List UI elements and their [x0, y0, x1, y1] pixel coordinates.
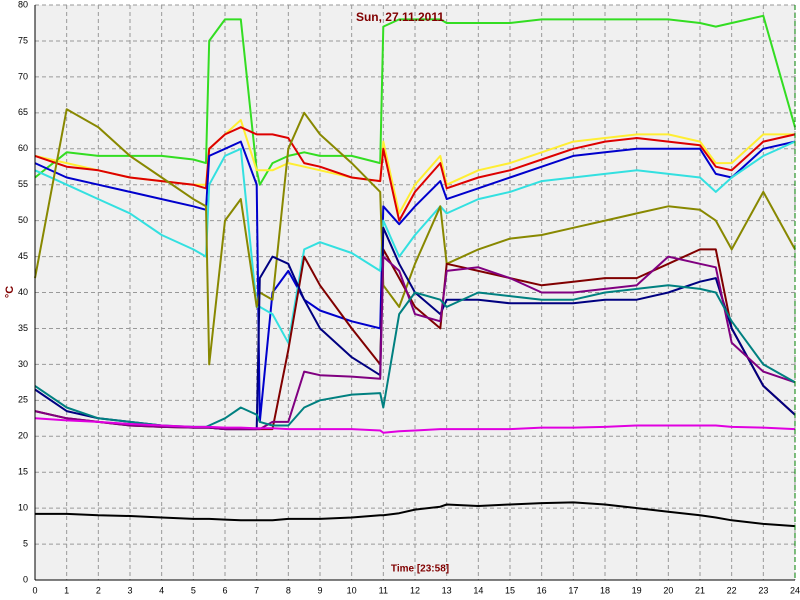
y-tick-label: 5	[23, 538, 28, 548]
chart-title: Sun, 27.11.2011	[356, 10, 444, 24]
x-tick-label: 17	[568, 585, 578, 595]
y-tick-label: 45	[18, 251, 28, 261]
x-tick-label: 10	[347, 585, 357, 595]
y-tick-label: 0	[23, 574, 28, 584]
y-tick-label: 30	[18, 359, 28, 369]
x-tick-label: 16	[537, 585, 547, 595]
grid	[34, 4, 796, 581]
y-tick-label: 75	[18, 35, 28, 45]
x-tick-label: 11	[379, 585, 388, 595]
x-tick-label: 24	[790, 585, 800, 595]
x-tick-label: 0	[32, 585, 37, 595]
series-line	[34, 140, 796, 344]
y-tick-label: 65	[18, 107, 28, 117]
x-tick-label: 1	[64, 585, 69, 595]
x-tick-label: 6	[222, 585, 227, 595]
y-tick-label: 50	[18, 215, 28, 225]
y-tick-label: 35	[18, 323, 28, 333]
series-line	[34, 417, 796, 434]
y-tick-label: 20	[18, 431, 28, 441]
x-tick-label: 20	[663, 585, 673, 595]
y-axis-label: °C	[4, 286, 16, 298]
y-tick-label: 15	[18, 467, 28, 477]
y-tick-label: 10	[18, 503, 28, 513]
y-tick-label: 40	[18, 287, 28, 297]
x-tick-label: 23	[758, 585, 768, 595]
x-tick-label: 9	[317, 585, 322, 595]
x-tick-label: 4	[159, 585, 164, 595]
x-tick-label: 2	[96, 585, 101, 595]
x-tick-label: 7	[254, 585, 259, 595]
x-tick-label: 8	[286, 585, 291, 595]
x-tick-label: 19	[632, 585, 642, 595]
y-tick-label: 60	[18, 143, 28, 153]
x-tick-label: 14	[473, 585, 483, 595]
x-tick-label: 3	[127, 585, 132, 595]
x-tick-label: 15	[505, 585, 515, 595]
series-line	[34, 14, 796, 186]
series-line	[34, 108, 796, 366]
y-tick-label: 70	[18, 71, 28, 81]
x-tick-label: 5	[191, 585, 196, 595]
y-tick-label: 80	[18, 0, 28, 9]
x-tick-label: 18	[600, 585, 610, 595]
x-tick-label: 22	[727, 585, 737, 595]
series-line	[35, 501, 796, 528]
series-line	[34, 126, 796, 222]
x-tick-label: 12	[410, 585, 420, 595]
x-tick-label: 21	[695, 585, 705, 595]
y-tick-label: 25	[18, 395, 28, 405]
y-tick-label: 55	[18, 179, 28, 189]
x-axis-label: Time [23:58]	[391, 564, 449, 575]
lines	[34, 14, 796, 528]
x-tick-label: 13	[442, 585, 452, 595]
